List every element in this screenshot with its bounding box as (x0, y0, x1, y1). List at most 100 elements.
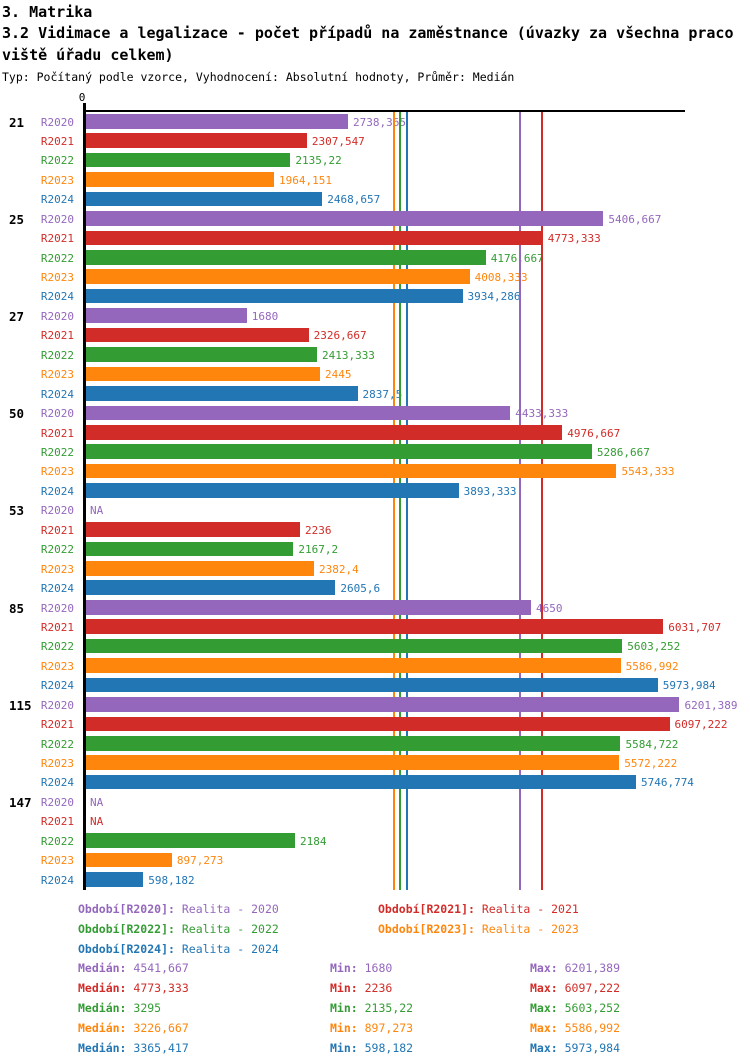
legend-key-r2020: Období[R2020]: (78, 902, 175, 916)
row-label-r2022-group-85: R2022 (40, 640, 74, 654)
bar-r2023-group-25 (86, 269, 470, 284)
bar-r2021-group-50 (86, 425, 563, 440)
group-label-27: 27 (9, 308, 25, 324)
value-label-r2022-group-21: 2135,22 (295, 154, 342, 168)
stat-min-r2021: Min: 2236 (330, 981, 393, 995)
value-label-r2022-group-50: 5286,667 (596, 445, 650, 459)
bar-r2024-group-21 (86, 191, 323, 207)
stat-min-r2022: Min: 2135,22 (330, 1001, 414, 1015)
stat-min-r2024: Min: 598,182 (330, 1041, 414, 1055)
group-label-21: 21 (9, 114, 25, 130)
row-label-r2024-group-25: R2024 (40, 290, 74, 304)
bar-r2022-group-85 (86, 638, 623, 654)
group-label-25: 25 (9, 211, 25, 227)
bar-r2021-group-27 (86, 327, 309, 343)
value-label-r2020-group-25: 5406,667 (608, 212, 662, 226)
row-label-r2022-group-53: R2022 (40, 543, 74, 557)
y-axis-line (83, 103, 86, 890)
value-label-r2024-group-27: 2837,5 (362, 387, 403, 401)
legend-item-r2022: Období[R2022]: Realita - 2022 (78, 922, 279, 936)
bar-r2022-group-27 (86, 347, 317, 362)
bar-r2020-group-85 (86, 600, 531, 615)
value-label-r2021-group-85: 6031,707 (668, 620, 722, 634)
na-label-r2020-group-53: NA (90, 504, 104, 518)
bar-r2022-group-147 (86, 833, 295, 848)
row-label-r2021-group-147: R2021 (40, 815, 74, 829)
row-label-r2020-group-115: R2020 (40, 698, 74, 712)
value-label-r2020-group-115: 6201,389 (684, 698, 738, 712)
value-label-r2020-group-21: 2738,365 (353, 115, 407, 129)
stat-max-label-r2023: Max: (530, 1021, 558, 1035)
group-label-53: 53 (9, 503, 25, 519)
legend-key-r2023: Období[R2023]: (378, 922, 475, 936)
bar-r2021-group-25 (86, 230, 543, 246)
value-label-r2020-group-27: 1680 (251, 309, 279, 323)
row-label-r2020-group-25: R2020 (40, 212, 74, 226)
value-label-r2024-group-147: 598,182 (148, 873, 195, 887)
row-label-r2023-group-115: R2023 (40, 756, 74, 770)
value-label-r2024-group-50: 3893,333 (463, 484, 517, 498)
legend-item-r2023: Období[R2023]: Realita - 2023 (378, 922, 579, 936)
row-label-r2024-group-50: R2024 (40, 484, 74, 498)
legend-item-r2024: Období[R2024]: Realita - 2024 (78, 942, 279, 956)
stat-median-label-r2021: Medián: (78, 981, 127, 995)
bar-r2023-group-85 (86, 658, 621, 673)
group-label-50: 50 (9, 406, 25, 422)
stat-max-r2024: Max: 5973,984 (530, 1041, 621, 1055)
bar-r2022-group-50 (86, 444, 592, 459)
row-label-r2021-group-21: R2021 (40, 134, 74, 148)
bar-r2020-group-27 (86, 308, 247, 323)
stat-max-r2022: Max: 5603,252 (530, 1001, 621, 1015)
axis-zero-label: 0 (78, 91, 86, 104)
row-label-r2021-group-27: R2021 (40, 329, 74, 343)
row-label-r2020-group-147: R2020 (40, 795, 74, 809)
value-label-r2023-group-53: 2382,4 (318, 562, 359, 576)
row-label-r2024-group-27: R2024 (40, 387, 74, 401)
na-label-r2021-group-147: NA (90, 815, 104, 829)
stat-max-label-r2021: Max: (530, 981, 558, 995)
bar-r2024-group-85 (86, 677, 658, 693)
value-label-r2021-group-27: 2326,667 (313, 329, 367, 343)
value-label-r2023-group-85: 5586,992 (625, 659, 679, 673)
value-label-r2021-group-50: 4976,667 (567, 426, 621, 440)
stat-min-r2020: Min: 1680 (330, 961, 393, 975)
row-label-r2021-group-85: R2021 (40, 620, 74, 634)
group-label-147: 147 (9, 794, 32, 810)
median-line-r2020 (518, 111, 521, 890)
bar-r2022-group-115 (86, 736, 621, 751)
row-label-r2020-group-21: R2020 (40, 115, 74, 129)
row-label-r2022-group-147: R2022 (40, 834, 74, 848)
stat-min-r2023: Min: 897,273 (330, 1021, 414, 1035)
bar-r2023-group-50 (86, 463, 617, 479)
bar-r2024-group-115 (86, 774, 636, 790)
row-label-r2023-group-25: R2023 (40, 270, 74, 284)
value-label-r2022-group-53: 2167,2 (298, 543, 339, 557)
legend-item-r2021: Období[R2021]: Realita - 2021 (378, 902, 579, 916)
median-line-r2023 (392, 111, 395, 890)
row-label-r2022-group-21: R2022 (40, 154, 74, 168)
value-label-r2023-group-27: 2445 (324, 368, 352, 382)
stat-median-label-r2024: Medián: (78, 1041, 127, 1055)
row-label-r2023-group-50: R2023 (40, 465, 74, 479)
row-label-r2024-group-53: R2024 (40, 581, 74, 595)
bar-r2024-group-147 (86, 872, 144, 887)
axis-top-line (84, 110, 685, 112)
row-label-r2022-group-115: R2022 (40, 737, 74, 751)
value-label-r2021-group-21: 2307,547 (311, 134, 365, 148)
stat-median-label-r2020: Medián: (78, 961, 127, 975)
row-label-r2020-group-50: R2020 (40, 407, 74, 421)
section-title: 3. Matrika (2, 3, 93, 21)
legend-key-r2024: Období[R2024]: (78, 942, 175, 956)
bar-r2020-group-25 (86, 211, 604, 226)
stat-max-label-r2024: Max: (530, 1041, 558, 1055)
value-label-r2023-group-21: 1964,151 (278, 173, 332, 187)
legend-key-r2021: Období[R2021]: (378, 902, 475, 916)
stat-min-label-r2020: Min: (330, 961, 358, 975)
bar-r2021-group-53 (86, 522, 300, 537)
legend-key-r2022: Období[R2022]: (78, 922, 175, 936)
row-label-r2023-group-21: R2023 (40, 173, 74, 187)
bar-r2022-group-21 (86, 152, 291, 168)
bar-r2024-group-50 (86, 483, 459, 498)
value-label-r2024-group-25: 3934,286 (467, 290, 521, 304)
